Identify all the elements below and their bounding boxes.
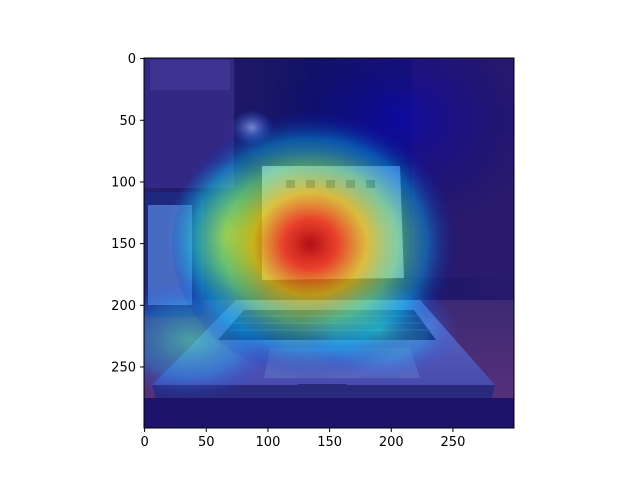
x-tick-label: 150 (317, 435, 342, 450)
x-tick-label: 200 (379, 435, 404, 450)
heatmap-image (144, 58, 514, 428)
desk-shadow (144, 398, 514, 428)
y-axis: 0 50 100 150 200 250 (111, 52, 144, 375)
heatmap-hotspot (172, 109, 472, 379)
y-tick-label: 0 (128, 52, 136, 67)
y-tick-label: 150 (111, 237, 136, 252)
y-tick-label: 250 (111, 360, 136, 375)
x-tick-label: 50 (198, 435, 215, 450)
axes-frame (143, 57, 515, 429)
y-tick-label: 50 (119, 114, 136, 129)
x-tick-label: 0 (140, 435, 148, 450)
x-tick-label: 250 (441, 435, 466, 450)
x-tick-label: 100 (256, 435, 281, 450)
x-axis: 0 50 100 150 200 250 (140, 428, 465, 450)
y-tick-label: 100 (111, 175, 136, 190)
shelf-box (150, 60, 230, 90)
y-tick-label: 200 (111, 299, 136, 314)
